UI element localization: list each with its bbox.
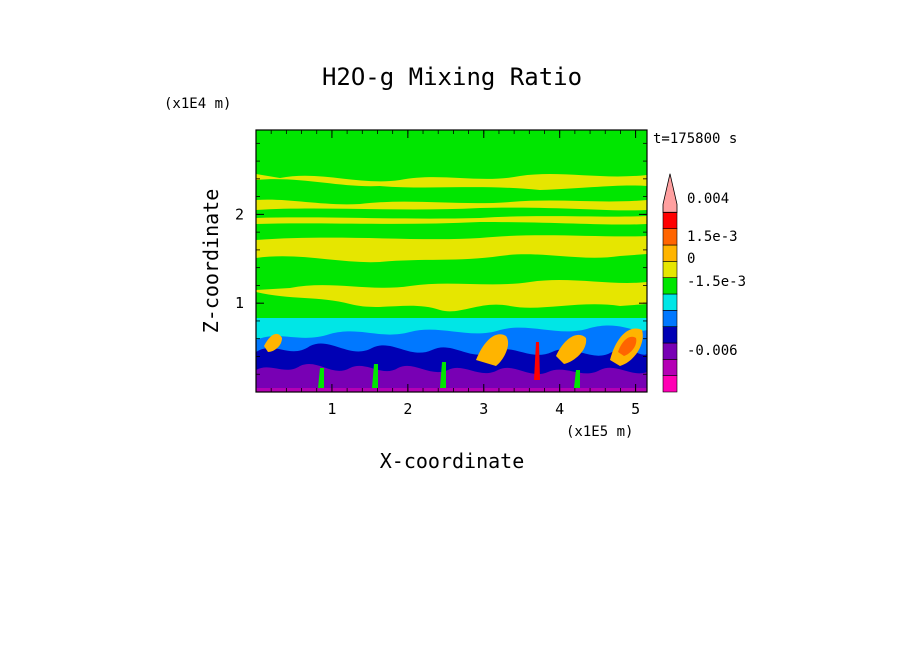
x-axis-label: X-coordinate xyxy=(380,449,525,473)
field-red-plume xyxy=(534,342,540,380)
field-green-fleck-2 xyxy=(372,364,378,388)
x-tick-label-4: 4 xyxy=(555,400,564,418)
colorbar-swatch-1 xyxy=(662,359,678,376)
field-magenta-bottom xyxy=(256,388,647,392)
x-axis-unit: (x1E5 m) xyxy=(566,424,633,440)
x-tick-label-5: 5 xyxy=(631,400,640,418)
x-tick-label-3: 3 xyxy=(479,400,488,418)
colorbar-label-3: -1.5e-3 xyxy=(687,274,746,290)
y-axis: 12 xyxy=(235,142,647,375)
field-green-fleck-3 xyxy=(440,362,446,388)
colorbar-swatch-0 xyxy=(662,375,678,393)
colorbar-swatch-10 xyxy=(662,212,678,229)
plot-area xyxy=(256,130,647,392)
field-green-top xyxy=(256,130,647,182)
field-orange-core-3 xyxy=(618,336,637,356)
field-green-mid xyxy=(256,254,647,290)
field-purple xyxy=(256,364,647,392)
field-green-fleck-4 xyxy=(574,370,580,388)
y-axis-unit: (x1E4 m) xyxy=(164,96,231,112)
colorbar-swatch-2 xyxy=(662,342,678,360)
field-green-band-1 xyxy=(256,207,647,219)
chart-title: H2O-g Mixing Ratio xyxy=(322,63,582,91)
field-green-band-2 xyxy=(256,222,647,240)
y-tick-label-1: 1 xyxy=(235,294,244,312)
y-tick-label-2: 2 xyxy=(235,205,244,223)
time-label: t=175800 s xyxy=(653,131,737,147)
field-green-top-2 xyxy=(256,179,647,205)
colorbar-swatch-7 xyxy=(662,261,678,278)
x-axis: 1 2 3 4 5 xyxy=(270,130,640,418)
field-green-fleck-1 xyxy=(318,368,324,388)
colorbar-swatch-4 xyxy=(662,310,678,327)
field-orange-plume-4 xyxy=(264,333,282,352)
colorbar-label-0: 0.004 xyxy=(687,191,729,207)
plot-frame xyxy=(255,129,648,393)
colorbar-swatch-3 xyxy=(662,326,678,344)
colorbar-swatch-11 xyxy=(662,173,678,213)
colorbar: 0.004 1.5e-3 0 -1.5e-3 -0.006 xyxy=(662,173,746,393)
colorbar-swatch-5 xyxy=(662,293,678,311)
x-tick-label-1: 1 xyxy=(327,400,336,418)
colorbar-swatch-8 xyxy=(662,244,678,262)
colorbar-label-1: 1.5e-3 xyxy=(687,229,738,245)
x-tick-label-2: 2 xyxy=(403,400,412,418)
colorbar-swatch-6 xyxy=(662,277,678,295)
field-green-left xyxy=(256,292,647,318)
field-orange-plume-2 xyxy=(556,334,587,364)
y-axis-label: Z-coordinate xyxy=(199,189,223,334)
colorbar-label-2: 0 xyxy=(687,251,695,267)
colorbar-label-4: -0.006 xyxy=(687,343,738,359)
field-orange-plume-1 xyxy=(476,334,509,366)
colorbar-swatch-9 xyxy=(662,228,678,246)
